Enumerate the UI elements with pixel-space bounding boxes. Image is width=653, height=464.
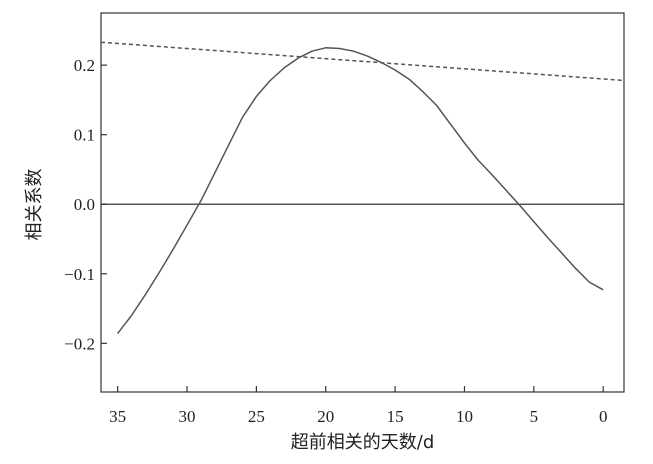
x-tick-label: 25	[248, 407, 265, 426]
x-tick-label: 30	[179, 407, 196, 426]
x-axis-label: 超前相关的天数/d	[291, 432, 435, 453]
x-tick-label: 20	[317, 407, 334, 426]
dashed-trend-line	[100, 41, 625, 82]
series-layer	[100, 41, 625, 335]
y-tick-label: 0.0	[74, 195, 95, 214]
x-tick-label: 5	[530, 407, 539, 426]
x-tick-label: 35	[109, 407, 126, 426]
plot-frame	[100, 12, 625, 393]
y-axis-label: 相关系数	[24, 169, 45, 241]
correlation-curve	[117, 47, 604, 335]
y-tick-label: −0.1	[64, 265, 95, 284]
y-tick-label: −0.2	[64, 334, 95, 353]
y-tick-label: 0.1	[74, 126, 95, 145]
x-tick-label: 10	[456, 407, 473, 426]
x-axis-ticks: 35 30 25 20 15 10 5 0	[109, 386, 607, 426]
y-tick-label: 0.2	[74, 56, 95, 75]
x-tick-label: 15	[387, 407, 404, 426]
y-axis-ticks: 0.2 0.1 0.0 −0.1 −0.2	[64, 56, 107, 353]
x-tick-label: 0	[599, 407, 608, 426]
